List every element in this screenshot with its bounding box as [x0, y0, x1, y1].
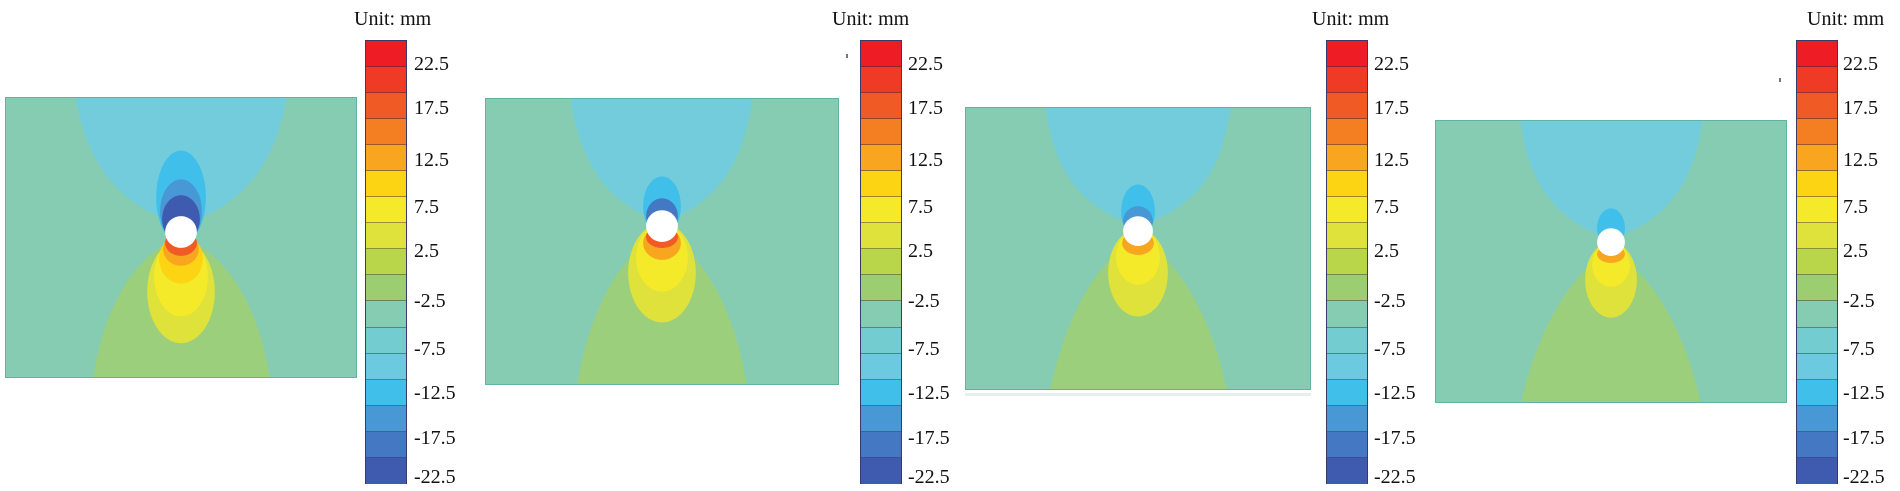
colorbar-tick: -17.5	[414, 427, 456, 449]
colorbar-tick: -17.5	[1374, 427, 1416, 449]
colorbar-tick: 22.5	[1843, 53, 1878, 75]
contour-field	[75, 98, 287, 377]
colorbar-unit-label: Unit: mm	[832, 8, 910, 30]
colorbar-2	[860, 40, 902, 484]
colorbar-3	[1326, 40, 1368, 484]
colorbar-tick: 12.5	[908, 149, 943, 171]
stray-mark	[846, 54, 848, 58]
contour-field	[1045, 108, 1231, 389]
colorbar-4	[1796, 40, 1838, 484]
plot-shadow	[965, 393, 1311, 396]
colorbar-tick: -17.5	[908, 427, 950, 449]
colorbar-tick: 22.5	[414, 53, 449, 75]
contour-field	[570, 99, 753, 384]
colorbar-tick: -7.5	[1843, 338, 1875, 360]
colorbar-unit-label: Unit: mm	[1807, 8, 1885, 30]
colorbar-tick: -12.5	[1843, 382, 1885, 404]
colorbar-tick: -22.5	[1843, 466, 1885, 488]
colorbar-tick: -22.5	[414, 466, 456, 488]
colorbar-unit-label: Unit: mm	[1312, 8, 1390, 30]
colorbar-tick: 12.5	[414, 149, 449, 171]
colorbar-tick: 17.5	[1843, 97, 1878, 119]
colorbar-tick: -17.5	[1843, 427, 1885, 449]
colorbar-1	[365, 40, 407, 484]
colorbar-tick: -22.5	[908, 466, 950, 488]
colorbar-tick: 7.5	[1843, 196, 1868, 218]
colorbar-tick: 17.5	[1374, 97, 1409, 119]
colorbar-tick: 17.5	[908, 97, 943, 119]
contour-panel-2: Unit: mm 22.5 17.5 12.5 7.5 2.5 -2.5 -7.…	[480, 0, 960, 491]
colorbar-tick: 2.5	[1843, 240, 1868, 262]
colorbar-tick: -2.5	[414, 290, 446, 312]
colorbar-tick: -2.5	[908, 290, 940, 312]
colorbar-tick: -2.5	[1843, 290, 1875, 312]
stray-mark	[1779, 78, 1781, 82]
colorbar-tick: 17.5	[414, 97, 449, 119]
colorbar-tick: 12.5	[1843, 149, 1878, 171]
colorbar-tick: 7.5	[414, 196, 439, 218]
contour-panel-1: Unit: mm 22.5 17.5 12.5 7.5 2.5 -2.5 -7.…	[0, 0, 480, 491]
colorbar-tick: -7.5	[1374, 338, 1406, 360]
colorbar-tick: 7.5	[1374, 196, 1399, 218]
colorbar-tick: 2.5	[414, 240, 439, 262]
colorbar-tick: -22.5	[1374, 466, 1416, 488]
contour-field	[1520, 121, 1703, 402]
contour-panel-4: Unit: mm 22.5 17.5 12.5 7.5 2.5 -2.5 -7.…	[1430, 0, 1900, 491]
colorbar-tick: 22.5	[908, 53, 943, 75]
colorbar-tick: -12.5	[414, 382, 456, 404]
contour-plot-1	[5, 97, 357, 378]
contour-panel-3: Unit: mm 22.5 17.5 12.5 7.5 2.5 -2.5 -7.…	[960, 0, 1440, 491]
colorbar-tick: 22.5	[1374, 53, 1409, 75]
colorbar-tick: -7.5	[414, 338, 446, 360]
colorbar-tick: 2.5	[1374, 240, 1399, 262]
colorbar-unit-label: Unit: mm	[354, 8, 432, 30]
colorbar-tick: 2.5	[908, 240, 933, 262]
colorbar-tick: -12.5	[1374, 382, 1416, 404]
contour-plot-3	[965, 107, 1311, 390]
colorbar-tick: 12.5	[1374, 149, 1409, 171]
colorbar-tick: -2.5	[1374, 290, 1406, 312]
colorbar-tick: -7.5	[908, 338, 940, 360]
colorbar-tick: -12.5	[908, 382, 950, 404]
colorbar-tick: 7.5	[908, 196, 933, 218]
contour-plot-2	[485, 98, 839, 385]
contour-plot-4	[1435, 120, 1787, 403]
